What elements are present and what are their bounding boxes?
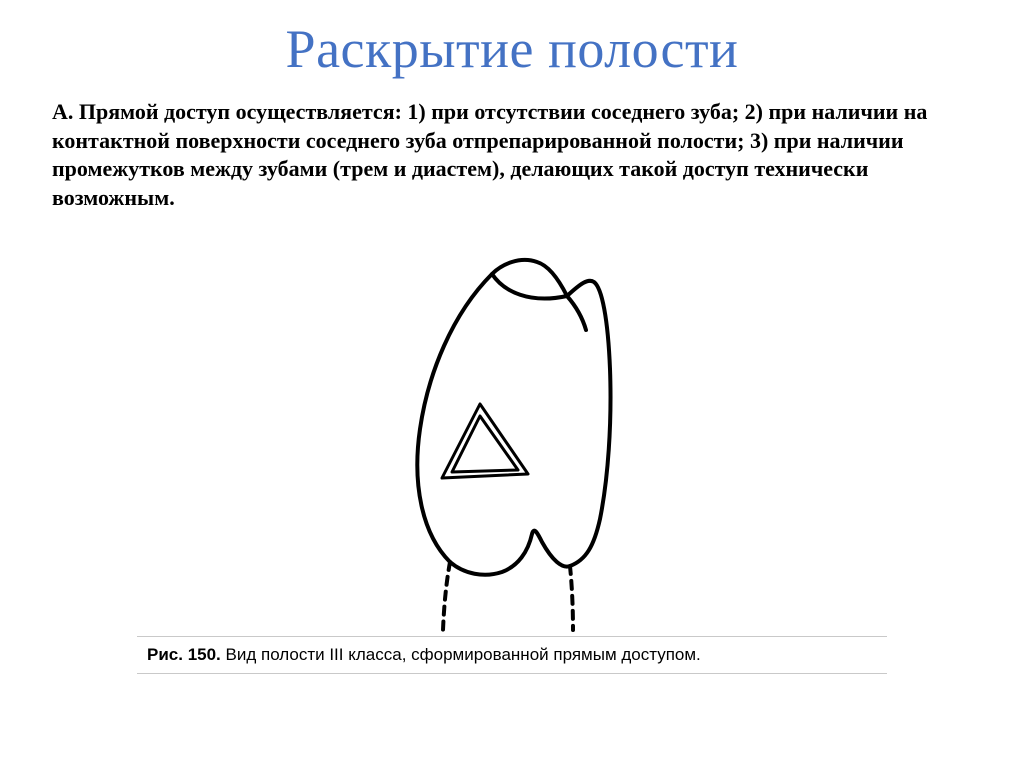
root-dash-right: [570, 566, 573, 630]
tooth-diagram: [342, 234, 682, 634]
page-title: Раскрытие полости: [0, 0, 1024, 90]
root-dash-left: [443, 562, 450, 630]
figure-caption: Рис. 150. Вид полости III класса, сформи…: [137, 636, 887, 674]
tooth-ridge-line: [567, 296, 586, 330]
tooth-outline: [417, 260, 610, 575]
figure-svg-wrap: [137, 230, 887, 636]
body-paragraph: А. Прямой доступ осуществляется: 1) при …: [0, 90, 1024, 212]
figure-caption-text: Вид полости III класса, сформированной п…: [221, 645, 701, 664]
figure-container: Рис. 150. Вид полости III класса, сформи…: [137, 230, 887, 674]
figure-caption-label: Рис. 150.: [147, 645, 221, 664]
